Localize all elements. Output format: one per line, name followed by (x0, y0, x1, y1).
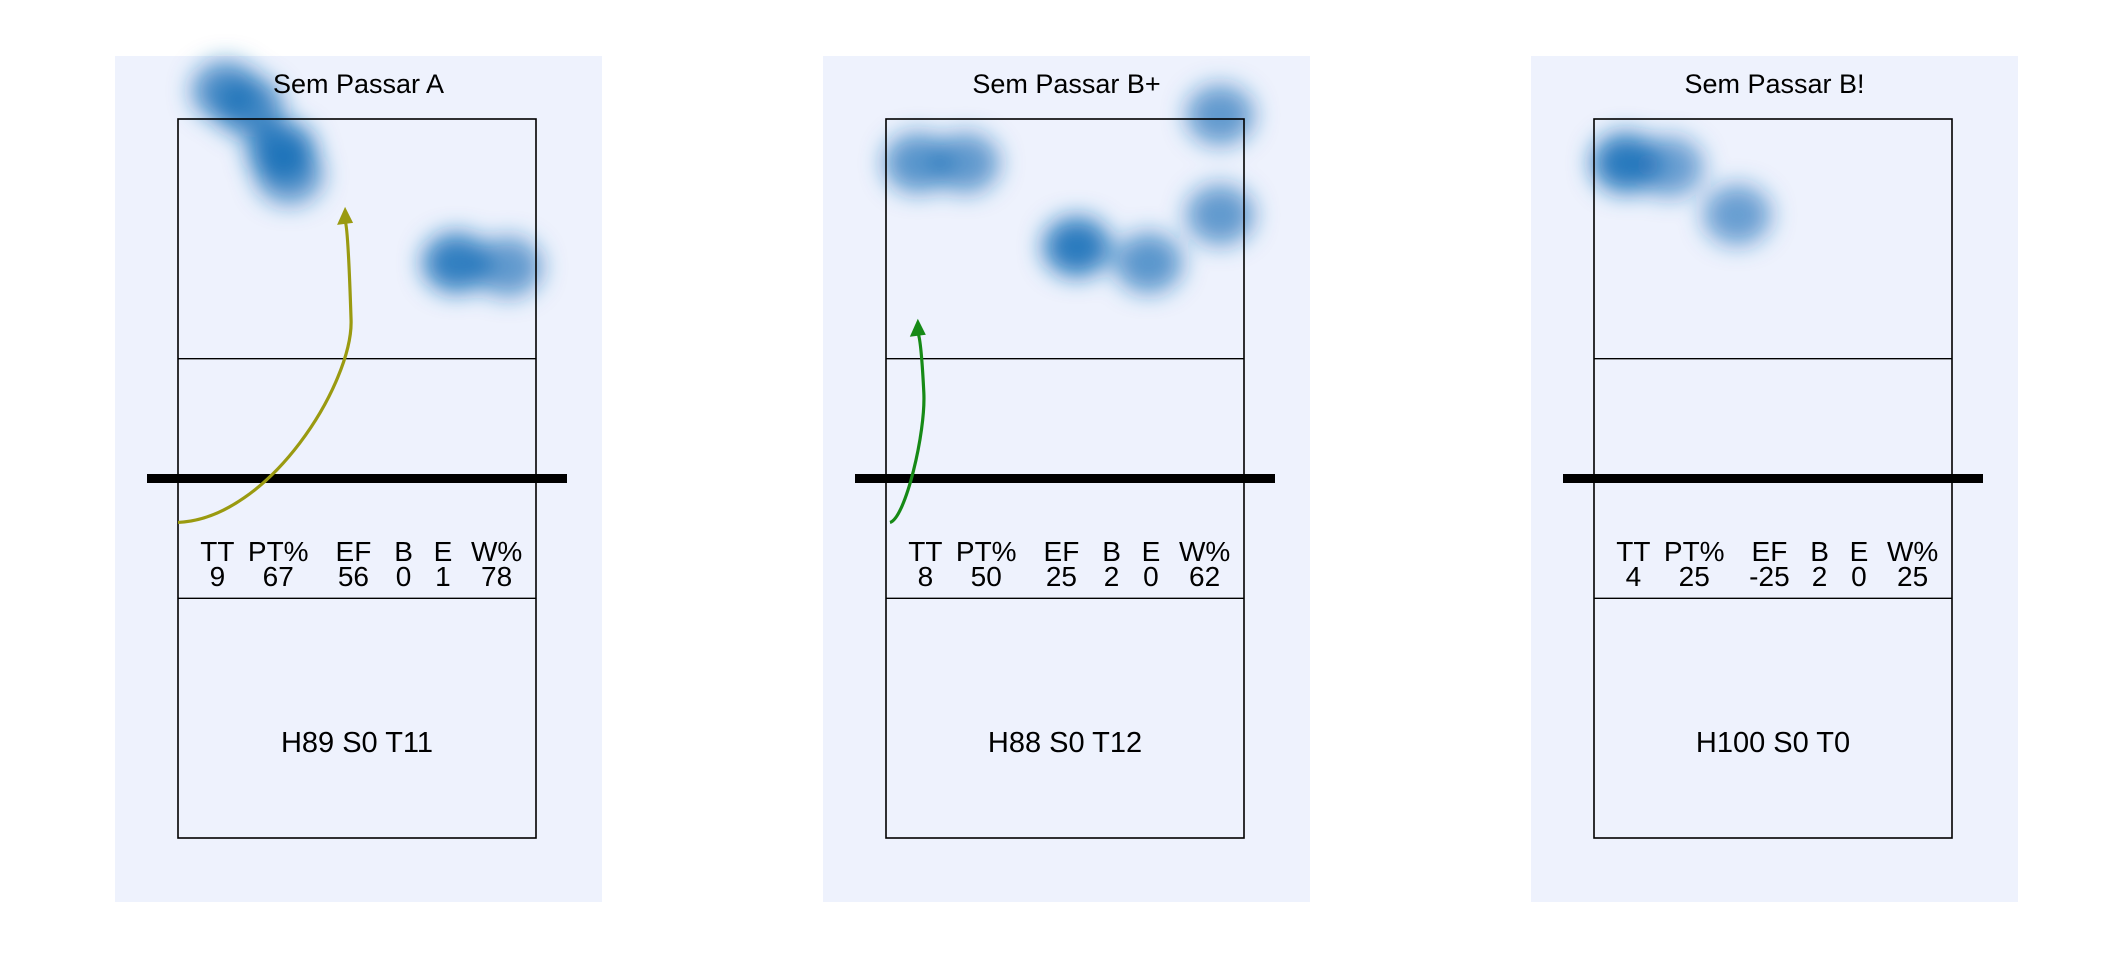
stat-value: 25 (1046, 561, 1077, 592)
panel-title: Sem Passar B+ (972, 69, 1160, 99)
hotspot-2 (931, 132, 1000, 193)
stat-value: 67 (263, 561, 294, 592)
stat-value: 25 (1897, 561, 1928, 592)
stat-value: 8 (918, 561, 934, 592)
summary-label: H100 S0 T0 (1696, 727, 1850, 759)
stat-value: 78 (481, 561, 512, 592)
stat-value: 2 (1104, 561, 1120, 592)
stat-header: PT% (248, 536, 309, 567)
heatmap-layer (191, 61, 543, 297)
stat-header: E (434, 536, 453, 567)
stat-header: W% (471, 536, 522, 567)
stat-header: EF (1752, 536, 1788, 567)
heatmap-layer (883, 85, 1255, 293)
stat-header: TT (200, 536, 234, 567)
stat-header: W% (1887, 536, 1938, 567)
panel-title: Sem Passar B! (1684, 69, 1864, 99)
hotspot-1 (883, 132, 952, 193)
hotspot-3 (1186, 85, 1255, 146)
stat-header: PT% (956, 536, 1017, 567)
arrow-path (889, 332, 926, 524)
stat-header: PT% (1664, 536, 1725, 567)
stat-header: B (394, 536, 413, 567)
hotspot-4 (1186, 184, 1255, 245)
hotspot-6 (1114, 232, 1183, 293)
hotspot-5 (422, 232, 491, 293)
stat-header: B (1102, 536, 1121, 567)
stat-value: 56 (338, 561, 369, 592)
stat-value: 50 (971, 561, 1002, 592)
arrow-head (337, 206, 354, 225)
stat-value: 0 (396, 561, 412, 592)
stat-value: 62 (1189, 561, 1220, 592)
hotspot-4 (255, 144, 324, 205)
arrow-path (177, 220, 353, 525)
stat-header: B (1810, 536, 1829, 567)
hotspot-3 (1703, 184, 1772, 245)
stat-value: 2 (1812, 561, 1828, 592)
arrow-head (909, 318, 926, 337)
stat-value: 0 (1143, 561, 1159, 592)
stat-header: E (1850, 536, 1869, 567)
stat-value: -25 (1749, 561, 1789, 592)
stat-header: E (1142, 536, 1161, 567)
hotspot-2 (215, 77, 284, 138)
summary-label: H89 S0 T11 (281, 727, 433, 759)
panel-title: Sem Passar A (273, 69, 444, 99)
hotspot-6 (474, 236, 543, 297)
stat-value: 1 (435, 561, 451, 592)
stat-header: W% (1179, 536, 1230, 567)
stat-header: TT (908, 536, 942, 567)
stat-header: EF (336, 536, 372, 567)
stat-header: TT (1616, 536, 1650, 567)
stat-header: EF (1044, 536, 1080, 567)
heatmap-layer (1591, 132, 1772, 245)
hotspot-2 (1635, 136, 1704, 197)
summary-label: H88 S0 T12 (988, 727, 1142, 759)
stat-value: 9 (210, 561, 226, 592)
stat-value: 25 (1679, 561, 1710, 592)
hotspot-5 (1042, 216, 1111, 277)
stat-value: 0 (1851, 561, 1867, 592)
stat-value: 4 (1626, 561, 1642, 592)
